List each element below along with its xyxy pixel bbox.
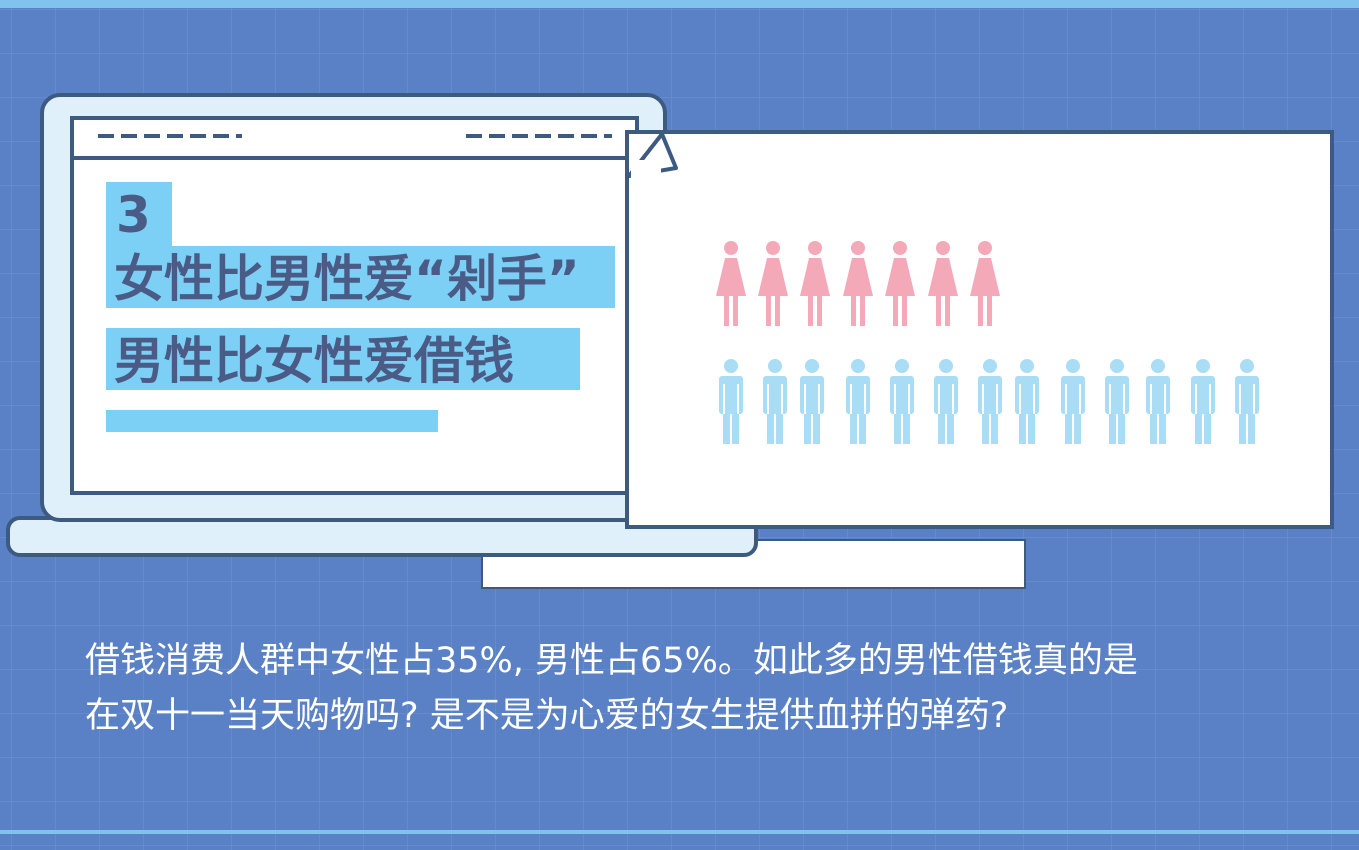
highlight-bar xyxy=(106,410,438,432)
bottom-border xyxy=(0,830,1359,834)
top-border xyxy=(0,0,1359,8)
section-number: 3 xyxy=(116,186,151,244)
highlight xyxy=(106,328,580,390)
paragraph-line: 借钱消费人群中女性占35%, 男性占65%。如此多的男性借钱真的是 xyxy=(85,641,1138,681)
heading-line: 女性比男性爱“剁手” xyxy=(114,250,580,308)
paragraph-line: 在双十一当天购物吗? 是不是为心爱的女生提供血拼的弹药? xyxy=(85,696,1008,736)
heading-line: 男性比女性爱借钱 xyxy=(114,332,514,390)
highlight xyxy=(106,182,172,246)
popup-tail-fill xyxy=(631,160,661,180)
popup xyxy=(625,130,1334,529)
highlight xyxy=(106,246,615,308)
